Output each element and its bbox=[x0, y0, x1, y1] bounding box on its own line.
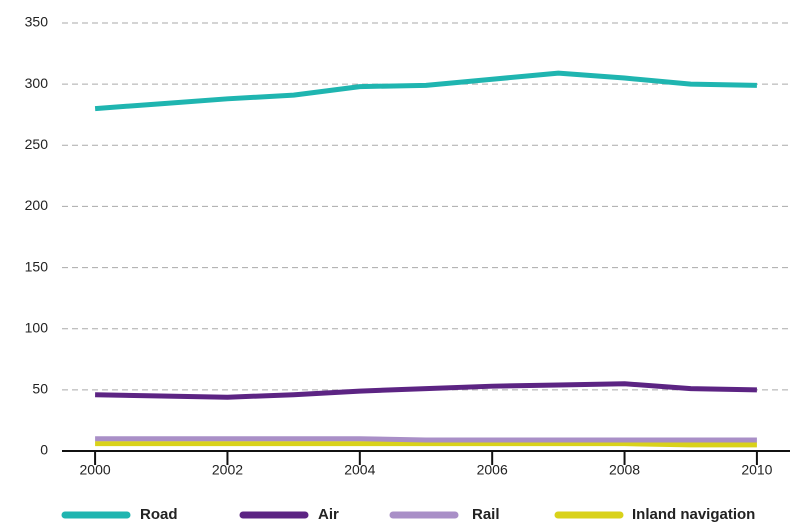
series-line bbox=[95, 441, 757, 448]
legend-label: Inland navigation bbox=[632, 506, 755, 523]
x-tick-label: 2002 bbox=[212, 462, 243, 478]
series-line bbox=[95, 436, 757, 443]
y-tick-label: 200 bbox=[25, 197, 49, 213]
y-tick-label: 250 bbox=[25, 136, 49, 152]
legend-label: Road bbox=[140, 506, 178, 523]
x-tick-label: 2006 bbox=[477, 462, 508, 478]
x-tick-label: 2008 bbox=[609, 462, 640, 478]
y-tick-label: 50 bbox=[32, 381, 48, 397]
y-tick-label: 0 bbox=[40, 442, 48, 458]
legend-label: Air bbox=[318, 506, 339, 523]
series-line bbox=[94, 70, 757, 112]
x-tick-label: 2004 bbox=[344, 462, 375, 478]
x-tick-label: 2010 bbox=[741, 462, 772, 478]
series-line bbox=[95, 381, 757, 400]
legend-label: Rail bbox=[472, 506, 500, 523]
y-tick-label: 300 bbox=[25, 75, 49, 91]
y-tick-label: 100 bbox=[25, 319, 49, 335]
x-tick-label: 2000 bbox=[80, 462, 111, 478]
y-tick-label: 350 bbox=[25, 14, 49, 30]
y-tick-label: 150 bbox=[25, 258, 49, 274]
